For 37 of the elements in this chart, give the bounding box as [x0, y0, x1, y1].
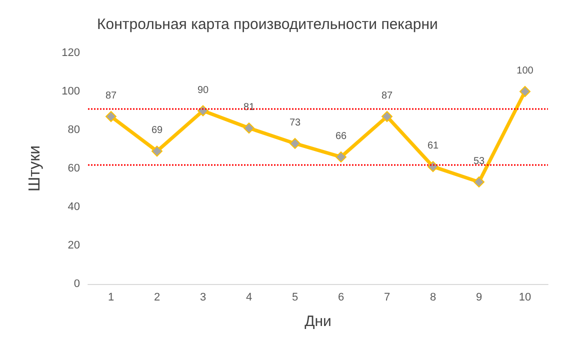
- x-axis-title: Дни: [304, 313, 332, 330]
- data-label: 87: [381, 90, 393, 102]
- data-label: 73: [289, 117, 301, 128]
- x-tick-label: 5: [292, 292, 298, 304]
- x-tick-label: 4: [246, 292, 252, 304]
- x-tick-label: 6: [338, 292, 344, 304]
- point: [244, 122, 254, 134]
- data-label: 90: [197, 84, 209, 96]
- data-label: 100: [516, 66, 534, 76]
- x-tick-label: 1: [108, 292, 114, 304]
- point: [106, 111, 116, 122]
- data-label: 53: [473, 156, 485, 167]
- x-tick-label: 7: [384, 292, 390, 304]
- point: [382, 111, 392, 122]
- x-tick-label: 9: [476, 292, 482, 304]
- point: [336, 151, 346, 162]
- y-tick-label: 80: [68, 124, 80, 136]
- x-tick-label: 10: [518, 292, 532, 304]
- point: [290, 138, 300, 149]
- y-axis-title: Штуки: [26, 145, 44, 192]
- y-tick-label: 100: [62, 86, 80, 98]
- data-label: 87: [105, 90, 117, 102]
- point: [520, 86, 530, 97]
- x-tick-label: 2: [154, 292, 160, 304]
- x-tick-label: 3: [200, 292, 206, 304]
- data-label: 61: [427, 140, 439, 152]
- chart-title: Контрольная карта производительности пекарни: [97, 16, 438, 33]
- y-tick-label: 60: [68, 162, 80, 174]
- y-tick-label: 40: [68, 201, 80, 213]
- data-label: 69: [151, 125, 163, 136]
- data-label: 66: [335, 130, 347, 142]
- point: [152, 146, 162, 157]
- x-tick-label: 8: [430, 292, 436, 304]
- y-tick-label: 0: [74, 278, 80, 290]
- point: [474, 176, 484, 188]
- y-tick-label: 120: [62, 47, 80, 59]
- y-tick-label: 20: [68, 240, 80, 252]
